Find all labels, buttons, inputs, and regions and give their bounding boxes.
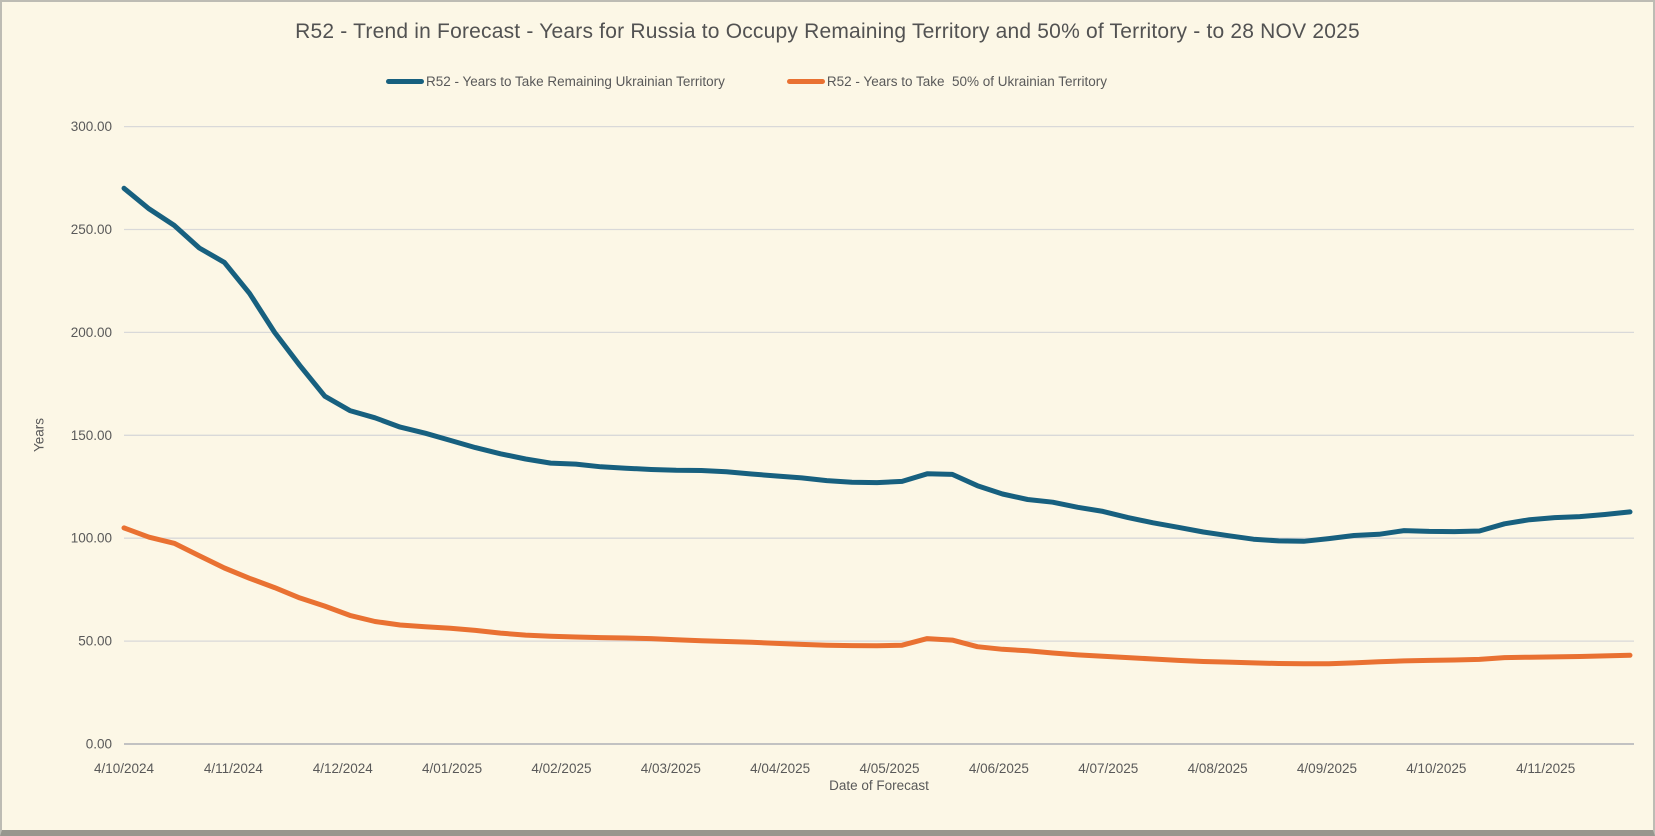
x-tick-label: 4/06/2025 [969,761,1029,776]
x-tick-label: 4/10/2025 [1406,761,1466,776]
y-tick-label: 150.00 [71,428,112,443]
legend: R52 - Years to Take Remaining Ukrainian … [386,74,1107,89]
x-tick-label: 4/03/2025 [641,761,701,776]
x-tick-label: 4/08/2025 [1188,761,1248,776]
y-tick-label: 300.00 [71,119,112,134]
legend-swatch-remaining-territory-icon [386,79,424,84]
chart-title: R52 - Trend in Forecast - Years for Russ… [295,20,1360,43]
y-tick-label: 0.00 [86,737,112,752]
x-tick-label: 4/07/2025 [1078,761,1138,776]
y-tick-label: 250.00 [71,222,112,237]
x-tick-label: 4/04/2025 [750,761,810,776]
x-tick-label: 4/05/2025 [859,761,919,776]
y-tick-label: 50.00 [78,634,112,649]
series-line-50pct-territory[interactable] [121,525,1633,667]
x-tick-label: 4/10/2024 [94,761,155,776]
legend-item-remaining-territory[interactable]: R52 - Years to Take Remaining Ukrainian … [386,74,725,89]
x-axis-title: Date of Forecast [829,778,929,793]
y-axis-title: Years [31,417,47,453]
y-tick-label: 100.00 [71,531,112,546]
series-line-remaining-territory[interactable] [121,185,1633,544]
x-tick-label: 4/02/2025 [531,761,591,776]
y-tick-label: 200.00 [71,325,112,340]
legend-swatch-50pct-territory-icon [786,79,825,84]
legend-label: R52 - Years to Take Remaining Ukrainian … [426,74,725,89]
x-tick-label: 4/11/2025 [1516,761,1575,776]
x-tick-label: 4/09/2025 [1297,761,1357,776]
legend-label: R52 - Years to Take 50% of Ukrainian Ter… [826,74,1108,89]
x-tick-label: 4/12/2024 [313,761,374,776]
x-tick-label: 4/01/2025 [422,761,482,776]
legend-item-50pct-territory[interactable]: R52 - Years to Take 50% of Ukrainian Ter… [786,74,1108,89]
x-tick-label: 4/11/2024 [204,761,264,776]
